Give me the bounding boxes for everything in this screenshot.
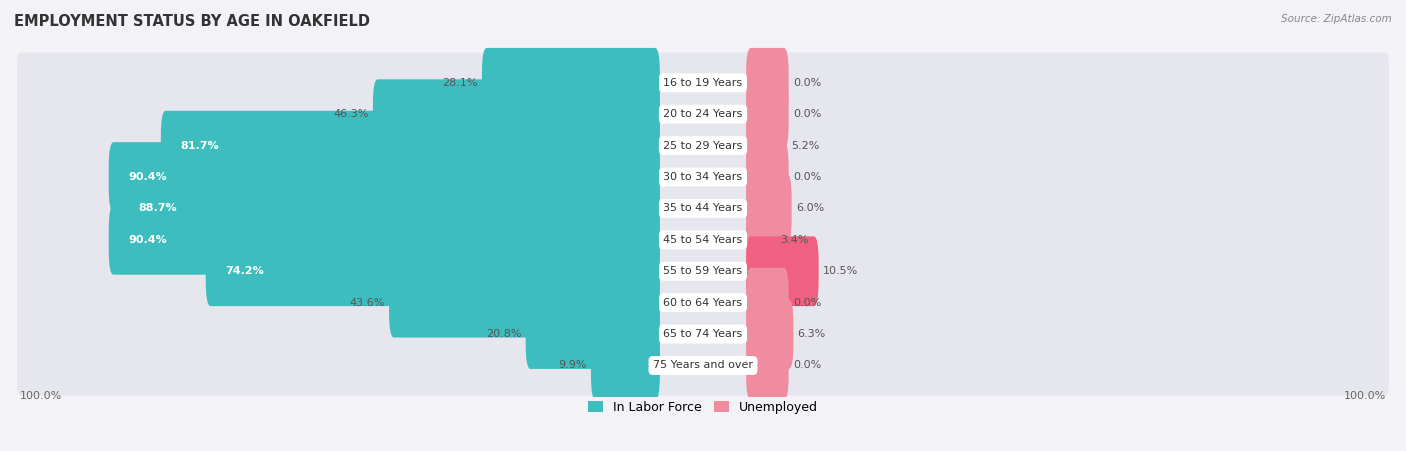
FancyBboxPatch shape bbox=[120, 174, 659, 243]
Text: 74.2%: 74.2% bbox=[225, 266, 264, 276]
Text: 88.7%: 88.7% bbox=[139, 203, 177, 213]
Text: 45 to 54 Years: 45 to 54 Years bbox=[664, 235, 742, 245]
FancyBboxPatch shape bbox=[17, 336, 1389, 396]
FancyBboxPatch shape bbox=[17, 304, 1389, 364]
FancyBboxPatch shape bbox=[17, 115, 1389, 176]
FancyBboxPatch shape bbox=[747, 79, 789, 149]
Text: 46.3%: 46.3% bbox=[333, 109, 368, 119]
Text: 43.6%: 43.6% bbox=[350, 298, 385, 308]
FancyBboxPatch shape bbox=[526, 299, 659, 369]
Text: 81.7%: 81.7% bbox=[180, 141, 219, 151]
Text: 20.8%: 20.8% bbox=[486, 329, 522, 339]
Text: 28.1%: 28.1% bbox=[443, 78, 478, 88]
Text: 75 Years and over: 75 Years and over bbox=[652, 360, 754, 370]
FancyBboxPatch shape bbox=[17, 84, 1389, 144]
FancyBboxPatch shape bbox=[17, 53, 1389, 113]
Text: 6.0%: 6.0% bbox=[796, 203, 824, 213]
Text: 100.0%: 100.0% bbox=[1344, 391, 1386, 401]
FancyBboxPatch shape bbox=[747, 268, 789, 337]
Text: 5.2%: 5.2% bbox=[792, 141, 820, 151]
FancyBboxPatch shape bbox=[591, 331, 659, 400]
Text: 0.0%: 0.0% bbox=[793, 172, 821, 182]
Text: 35 to 44 Years: 35 to 44 Years bbox=[664, 203, 742, 213]
FancyBboxPatch shape bbox=[747, 174, 792, 243]
Text: 55 to 59 Years: 55 to 59 Years bbox=[664, 266, 742, 276]
FancyBboxPatch shape bbox=[17, 272, 1389, 333]
Text: 10.5%: 10.5% bbox=[823, 266, 858, 276]
FancyBboxPatch shape bbox=[17, 147, 1389, 207]
Legend: In Labor Force, Unemployed: In Labor Force, Unemployed bbox=[583, 396, 823, 419]
FancyBboxPatch shape bbox=[108, 142, 659, 212]
FancyBboxPatch shape bbox=[747, 299, 793, 369]
FancyBboxPatch shape bbox=[389, 268, 659, 337]
FancyBboxPatch shape bbox=[205, 236, 659, 306]
Text: 16 to 19 Years: 16 to 19 Years bbox=[664, 78, 742, 88]
Text: 0.0%: 0.0% bbox=[793, 109, 821, 119]
Text: 100.0%: 100.0% bbox=[20, 391, 62, 401]
FancyBboxPatch shape bbox=[160, 111, 659, 180]
Text: 90.4%: 90.4% bbox=[128, 172, 167, 182]
FancyBboxPatch shape bbox=[747, 142, 789, 212]
Text: 0.0%: 0.0% bbox=[793, 298, 821, 308]
FancyBboxPatch shape bbox=[373, 79, 659, 149]
FancyBboxPatch shape bbox=[747, 111, 787, 180]
Text: 0.0%: 0.0% bbox=[793, 78, 821, 88]
Text: 60 to 64 Years: 60 to 64 Years bbox=[664, 298, 742, 308]
FancyBboxPatch shape bbox=[17, 210, 1389, 270]
Text: 6.3%: 6.3% bbox=[797, 329, 825, 339]
Text: Source: ZipAtlas.com: Source: ZipAtlas.com bbox=[1281, 14, 1392, 23]
Text: 90.4%: 90.4% bbox=[128, 235, 167, 245]
FancyBboxPatch shape bbox=[747, 331, 789, 400]
FancyBboxPatch shape bbox=[17, 241, 1389, 301]
Text: 9.9%: 9.9% bbox=[558, 360, 586, 370]
Text: 25 to 29 Years: 25 to 29 Years bbox=[664, 141, 742, 151]
Text: 65 to 74 Years: 65 to 74 Years bbox=[664, 329, 742, 339]
Text: EMPLOYMENT STATUS BY AGE IN OAKFIELD: EMPLOYMENT STATUS BY AGE IN OAKFIELD bbox=[14, 14, 370, 28]
FancyBboxPatch shape bbox=[747, 48, 789, 118]
Text: 3.4%: 3.4% bbox=[780, 235, 808, 245]
FancyBboxPatch shape bbox=[108, 205, 659, 275]
FancyBboxPatch shape bbox=[747, 205, 776, 275]
FancyBboxPatch shape bbox=[482, 48, 659, 118]
FancyBboxPatch shape bbox=[747, 236, 818, 306]
FancyBboxPatch shape bbox=[17, 178, 1389, 239]
Text: 30 to 34 Years: 30 to 34 Years bbox=[664, 172, 742, 182]
Text: 20 to 24 Years: 20 to 24 Years bbox=[664, 109, 742, 119]
Text: 0.0%: 0.0% bbox=[793, 360, 821, 370]
